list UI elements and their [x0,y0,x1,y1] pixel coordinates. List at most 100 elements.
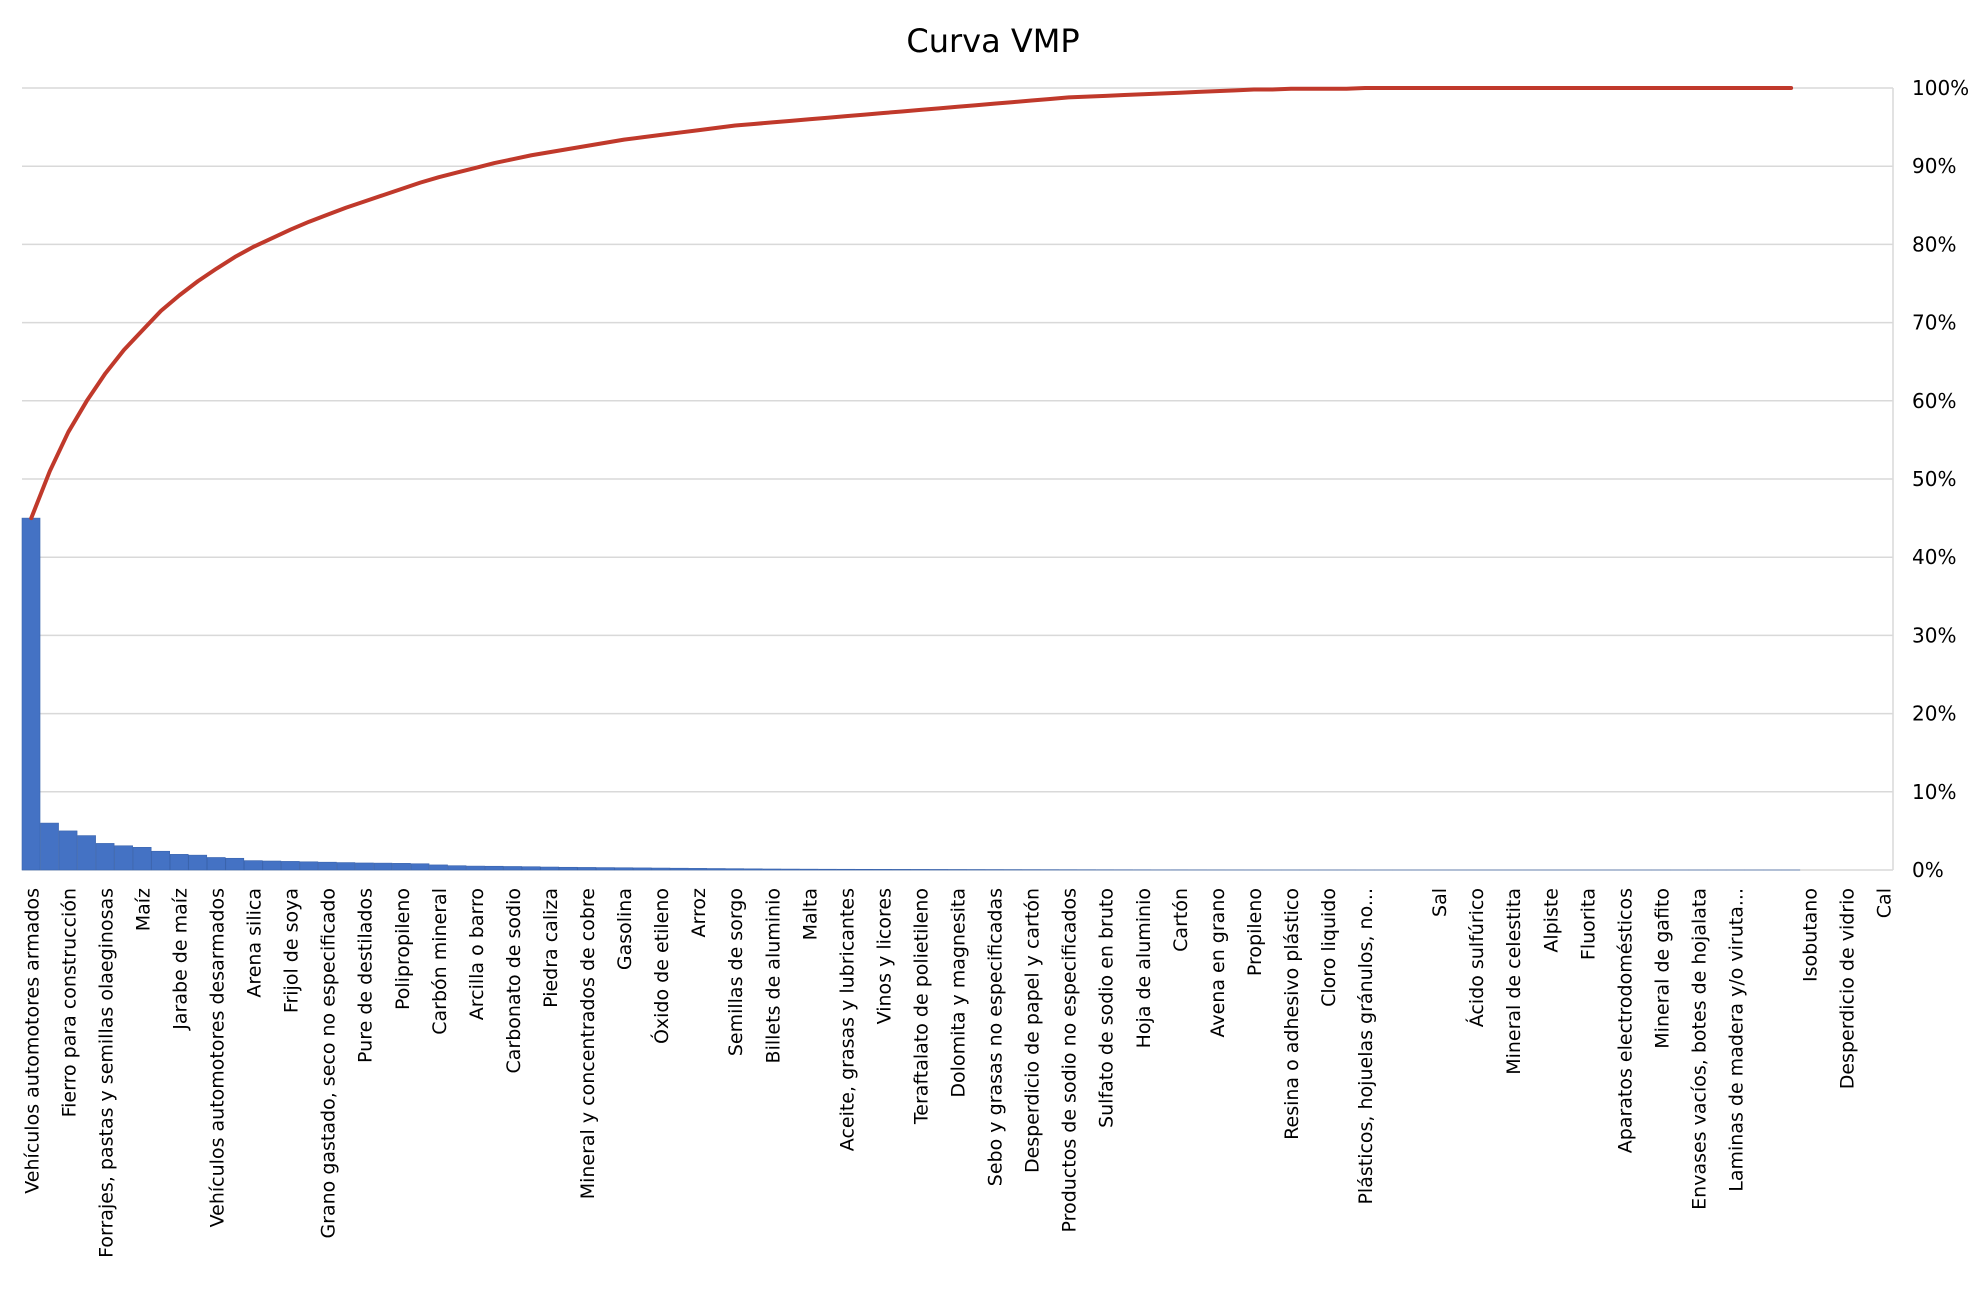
bar [707,869,725,870]
bar [448,866,466,870]
x-tick-label: Semillas de sorgo [725,888,747,1056]
x-tick-label: Mineral de gafito [1651,888,1673,1049]
x-tick-label: Envases vacíos, botes de hojalata [1688,888,1710,1210]
bar [133,847,151,870]
bar [948,869,966,870]
x-tick-label: Jarabe de maíz [169,888,191,1031]
bar [226,858,244,870]
chart-title: Curva VMP [906,22,1079,60]
bar [763,869,781,870]
bar [522,867,540,870]
bar [485,866,503,870]
bar [541,867,559,870]
x-tick-label: Óxido de etileno [649,888,673,1044]
bar [467,866,485,870]
x-tick-label: Piedra caliza [540,888,562,1008]
bar [281,861,299,870]
bar [911,869,929,870]
y-tick-label: 50% [1912,467,1956,491]
x-tick-label: Productos de sodio no especificados [1059,888,1081,1232]
bar [596,868,614,870]
y-tick-label: 30% [1912,623,1956,647]
bar [689,868,707,870]
x-tick-label: Propileno [1244,888,1266,976]
bar [670,868,688,870]
x-tick-label: Arcilla o barro [466,888,488,1020]
bar [930,869,948,870]
x-tick-label: Resina o adhesivo plástico [1281,888,1303,1140]
bar [782,869,800,870]
x-tick-label: Fierro para construcción [58,888,80,1117]
bar [374,863,392,870]
bar [744,869,762,870]
bar [392,863,410,870]
x-tick-label: Grano gastado, seco no especificado [318,888,340,1239]
bar [504,866,522,870]
x-tick-label: Isobutano [1800,888,1822,982]
x-tick-label: Aparatos electrodomésticos [1614,888,1636,1153]
bar [318,862,336,870]
x-tick-label: Sal [1429,888,1451,917]
y-tick-label: 10% [1912,780,1956,804]
x-tick-label: Arena silica [244,888,266,998]
x-tick-label: Fluorita [1577,888,1599,960]
x-tick-label: Gasolina [614,888,636,970]
bar [170,854,188,870]
x-tick-label: Cartón [1170,888,1192,952]
bar [856,869,874,870]
x-tick-label: Dolomita y magnesita [948,888,970,1098]
bar [189,855,207,870]
x-tick-label: Arroz [688,888,710,937]
bar [411,864,429,870]
y-tick-label: 40% [1912,545,1956,569]
bar [59,831,77,870]
x-tick-label: Pure de destilados [355,888,377,1063]
bar [263,861,281,870]
x-tick-label: Polipropileno [392,888,414,1010]
bar [819,869,837,870]
x-tick-label: Cal [1874,888,1896,918]
bar [207,857,225,870]
x-tick-label: Sebo y grasas no especificadas [985,888,1007,1186]
x-tick-label: Frijol de soya [281,888,303,1013]
y-tick-label: 70% [1912,311,1956,335]
x-tick-label: Aceite, grasas y lubricantes [836,888,858,1151]
bar [22,518,40,870]
bar [244,861,262,870]
bar [800,869,818,870]
y-tick-label: 90% [1912,154,1956,178]
x-tick-label: Malta [799,888,821,940]
bar [837,869,855,870]
x-tick-label: Maíz [132,888,154,931]
x-tick-label: Hoja de aluminio [1133,888,1155,1048]
y-tick-label: 60% [1912,389,1956,413]
bar [96,843,114,870]
bar [355,863,373,870]
bar [78,836,96,870]
x-tick-label: Cloro liquido [1318,888,1340,1007]
bar [152,851,170,870]
x-tick-label: Sulfato de sodio en bruto [1096,888,1118,1128]
y-tick-label: 20% [1912,702,1956,726]
x-tick-label: Desperdicio de papel y cartón [1022,888,1044,1173]
x-tick-label: Avena en grano [1207,888,1229,1038]
x-tick-label: Carbonato de sodio [503,888,525,1073]
bar [578,867,596,870]
bar [41,823,59,870]
bar [893,869,911,870]
bar [559,867,577,870]
x-tick-label: Carbón mineral [429,888,451,1035]
bar [300,862,318,870]
bar [615,868,633,870]
x-tick-label: Vinos y licores [873,888,895,1024]
bar [633,868,651,870]
x-tick-label: Vehículos automotores armados [21,888,43,1194]
x-tick-label: Mineral y concentrados de cobre [577,888,599,1199]
y-tick-label: 100% [1912,76,1969,100]
y-tick-label: 0% [1912,858,1944,882]
bar [115,846,133,870]
y-tick-label: 80% [1912,232,1956,256]
x-tick-label: Mineral de celestita [1503,888,1525,1075]
x-tick-label: Plásticos, hojuelas gránulos, no... [1355,888,1377,1205]
